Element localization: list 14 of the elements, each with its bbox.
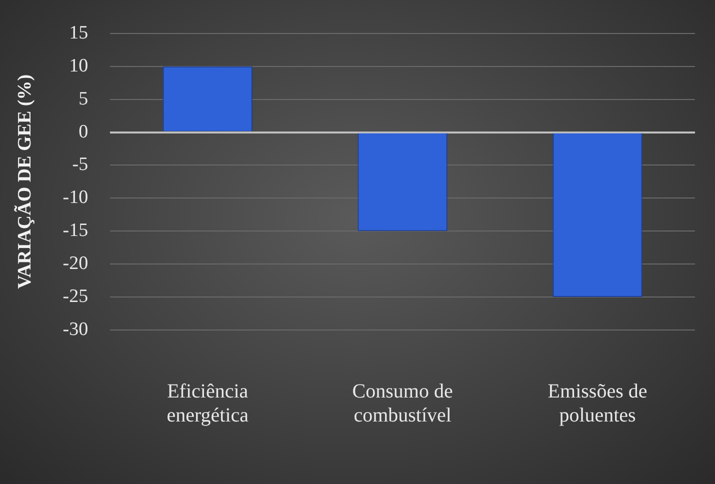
y-tick-label: -10 [62,187,88,208]
y-tick-label: 15 [69,22,88,44]
y-tick-label: -15 [62,220,88,242]
y-tick-label: 10 [69,55,88,76]
y-tick-label: 5 [78,88,88,110]
y-tick-label: -30 [62,318,88,340]
y-axis-title: VARIAÇÃO DE GEE (%) [13,74,36,289]
y-tick-label: -5 [72,154,88,176]
y-tick-label: 0 [78,121,88,142]
x-tick-label: Consumo de combustível [352,380,453,426]
x-tick-label: Emissões de poluentes [548,380,648,426]
y-tick-label: -20 [62,253,88,274]
x-tick-label: Eficiência energética [166,380,249,426]
y-tick-label: -25 [62,286,88,308]
